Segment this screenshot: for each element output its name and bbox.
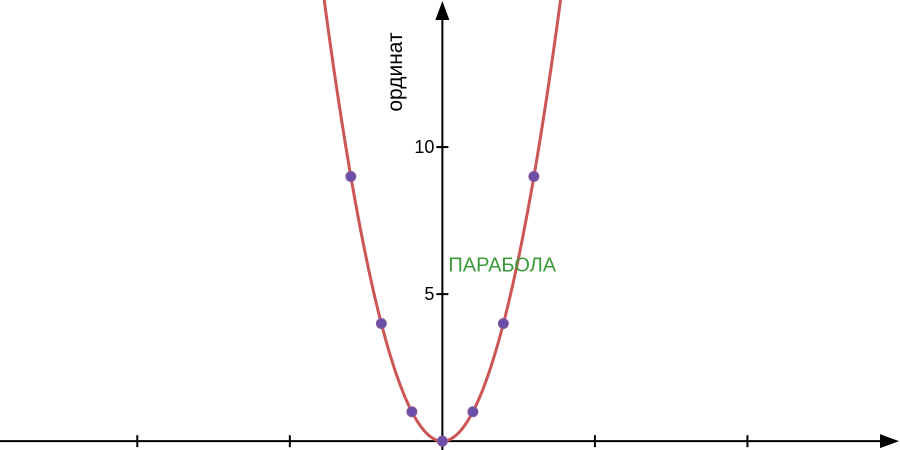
curve-label: ПАРАБОЛА <box>448 255 556 277</box>
data-point <box>436 435 448 447</box>
x-axis-arrow <box>880 434 899 449</box>
y-tick-label: 10 <box>414 137 434 157</box>
data-point <box>345 170 357 182</box>
data-point <box>375 318 387 330</box>
ticks: 5 10 <box>136 137 749 448</box>
data-point <box>528 170 540 182</box>
data-points <box>345 170 540 447</box>
data-point <box>497 318 509 330</box>
y-tick-label: 5 <box>424 284 434 304</box>
data-point <box>406 406 418 418</box>
y-axis-title: ординат <box>384 32 407 112</box>
y-axis-arrow <box>435 1 450 20</box>
data-point <box>467 406 479 418</box>
